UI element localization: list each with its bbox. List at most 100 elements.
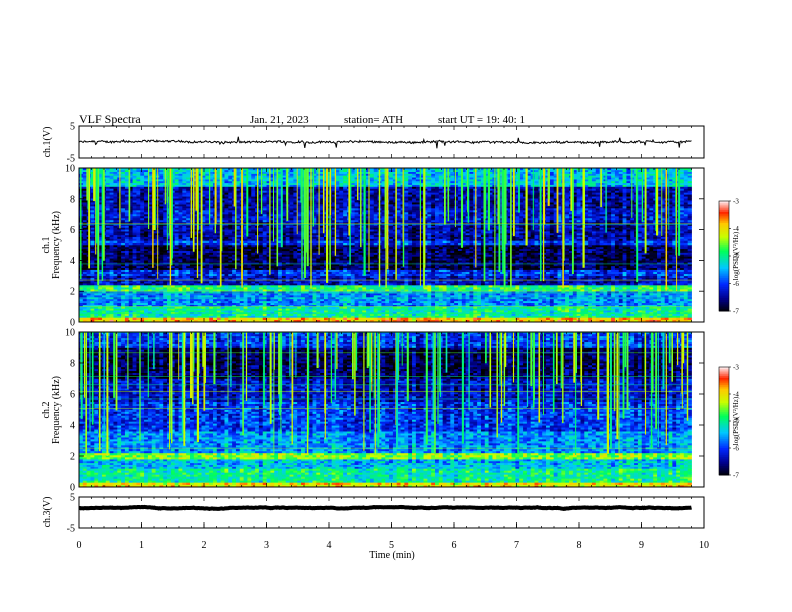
ch1-spectrogram-cell [133,226,137,228]
ch1-spectrogram-cell [117,310,121,312]
ch1-spectrogram-cell [121,198,125,200]
ch1-spectrogram-cell [87,293,91,295]
ch1-spectrogram-cell [136,256,140,258]
ch1-spectrogram-cell [140,287,144,289]
ch1-spectrogram-cell [129,317,133,320]
ch1-spectrogram-cell [129,303,133,305]
ch1-spectrogram-cell [113,231,117,233]
ch1-spectrogram-cell [121,308,125,310]
ch1-spectrogram-cell [83,237,87,239]
ch1-spectrogram-cell [140,245,144,247]
ch1-spectrogram-cell [133,301,137,303]
ch1-spectrogram-cell [144,299,148,301]
ch1-spectrogram-cell [136,243,140,246]
ch1-spectrogram-cell [110,186,114,188]
ch1-spectrogram-cell [121,181,125,183]
ch1-spectrogram-cell [110,245,114,247]
ch1-spectrogram-cell [106,181,110,183]
ch1-spectrogram-cell [90,220,94,222]
ch1-spectrogram-cell [90,253,94,255]
ch1-spectrogram-cell [110,317,114,320]
ch1-spectrogram-cell [110,266,114,268]
ch1-spectrogram-cell [102,301,106,303]
ch1-spectrogram-cell [110,312,114,314]
ch1-spectrogram-cell [90,231,94,233]
ch1-spectrogram-cell [113,243,117,246]
ch1-spectrogram-cell [90,218,94,220]
ch1-spectrogram-cell [133,206,137,208]
ch1-spectrogram-cell [113,206,117,208]
ch1-spectrogram-cell [140,231,144,233]
ch1-spectrogram-cell [83,253,87,255]
ch1-spectrogram-cell [121,317,125,320]
ch1-spectrogram-cell [125,218,129,220]
ch1-spectrogram-cell [125,287,129,289]
ch1-spectrogram-cell [136,172,140,174]
ch1-spectrogram-cell [106,281,110,283]
ch1-spectrogram-cell [94,303,98,305]
ch1-spectrogram-cell [117,229,121,231]
ch1-spectrogram-cell [121,245,125,247]
ch1-spectrogram-cell [121,192,125,194]
ch1-spectrogram-cell [133,212,137,214]
ch1-spectrogram-cell [125,254,129,256]
ch1-spectrogram-cell [113,278,117,280]
ch1-spectrogram-cell [79,287,83,289]
ch1-spectrogram-cell [117,316,121,318]
ch1-spectrogram-cell [133,229,137,231]
ch1-spectrogram-cell [125,190,129,192]
ch1-spectrogram-cell [83,272,87,274]
ch1-spectrogram-cell [83,251,87,253]
ch1-spectrogram-cell [117,258,121,260]
ch1-spectrogram-cell [125,247,129,249]
ch1-spectrogram-cell [129,239,133,241]
ch1-spectrogram-cell [140,240,144,243]
ch1-spectrogram-cell [136,268,140,270]
ch1-spectrogram-cell [106,196,110,198]
ch1-spectrogram-cell [113,301,117,303]
ch1-spectrogram-cell [121,240,125,243]
ch1-spectrogram-cell [83,295,87,297]
ch1-spectrogram-cell [144,308,148,310]
ch1-spectrogram-cell [133,272,137,274]
ch1-spectrogram-cell [125,240,129,243]
ch1-spectrogram-cell [129,301,133,303]
ch1-spectrogram-cell [136,214,140,216]
ch1-spectrogram-cell [79,312,83,314]
ch1-spectrogram-cell [106,202,110,204]
ch1-spectrogram-cell [125,188,129,190]
ch1-spectrogram-cell [140,186,144,188]
ch1-spectrogram-cell [136,185,140,187]
ch1-spectrogram-cell [140,308,144,310]
ch1-spectrogram-cell [90,308,94,310]
ch1-spectrogram-cell [140,317,144,320]
ch1-spectrogram-cell [125,243,129,246]
ch1-spectrogram-cell [129,245,133,247]
ch1-spectrogram-cell [79,301,83,303]
ch1-spectrogram-cell [121,272,125,274]
ch1-spectrogram-cell [87,317,91,320]
ch1-spectrogram-cell [121,281,125,283]
ch1-spectrogram-cell [121,175,125,177]
ch1-spectrogram-cell [129,229,133,231]
ch1-spectrogram-cell [125,177,129,179]
ch1-spectrogram-cell [133,227,137,229]
ch1-spectrogram-cell [140,174,144,176]
ch1-spectrogram-cell [106,208,110,210]
ch1-spectrogram-cell [125,170,129,172]
ch1-spectrogram-cell [136,253,140,255]
ch1-spectrogram-cell [117,301,121,303]
ch1-spectrogram-cell [113,299,117,301]
ch1-spectrogram-cell [113,235,117,237]
ch1-spectrogram-cell [125,212,129,214]
ch1-spectrogram-cell [125,174,129,176]
ch1-spectrogram-cell [110,226,114,228]
ch1-spectrogram-cell [83,214,87,216]
ch1-spectrogram-cell [140,256,144,258]
ch1-spectrogram-cell [117,260,121,262]
ch1-spectrogram-cell [106,235,110,237]
ch1-spectrogram-cell [106,172,110,174]
ch1-spectrogram-cell [110,208,114,210]
ch1-spectrogram-cell [94,301,98,303]
ch1-spectrogram-cell [117,235,121,237]
